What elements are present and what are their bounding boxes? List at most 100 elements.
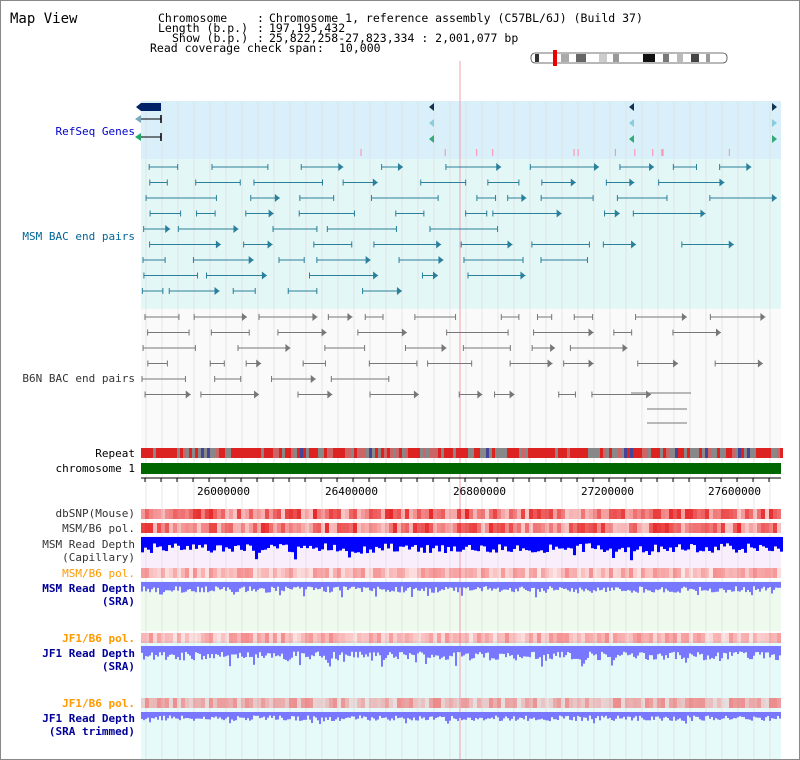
depth-bar <box>373 646 375 653</box>
depth-bar <box>671 582 673 592</box>
pol-cell <box>761 698 765 708</box>
repeat-segment <box>606 448 609 458</box>
repeat-segment <box>324 448 327 458</box>
depth-bar <box>499 646 501 654</box>
pol-cell <box>593 509 597 519</box>
pol-cell <box>425 509 429 519</box>
pol-cell <box>521 633 525 643</box>
track-label-msm-bac[interactable]: MSM BAC end pairs <box>22 230 135 243</box>
track-label-jf1-depth-sra-sub: (SRA) <box>101 660 135 673</box>
pol-cell <box>585 633 589 643</box>
depth-bar <box>769 582 771 588</box>
depth-bar <box>738 537 741 550</box>
depth-bar <box>467 712 469 718</box>
pol-cell <box>449 633 453 643</box>
pol-cell <box>417 633 421 643</box>
dbsnp-strip <box>141 509 781 519</box>
depth-bar <box>351 537 354 552</box>
depth-bar <box>509 646 511 656</box>
depth-bar <box>744 537 747 553</box>
depth-bar <box>183 646 185 661</box>
pol-cell <box>769 509 773 519</box>
pol-cell <box>521 698 525 708</box>
depth-bar <box>465 582 467 589</box>
pol-cell <box>733 523 737 533</box>
depth-bar <box>687 646 689 659</box>
depth-bar <box>648 537 651 555</box>
depth-bar <box>315 537 318 548</box>
pol-cell <box>313 509 317 519</box>
depth-bar <box>489 712 491 719</box>
ideogram-band <box>706 54 710 62</box>
refseq-genes <box>135 103 777 156</box>
pol-cell <box>545 698 549 708</box>
b6n-bac-extra <box>631 392 691 424</box>
depth-bar <box>417 646 419 654</box>
pol-cell <box>165 698 169 708</box>
pol-cell <box>441 523 445 533</box>
depth-bar <box>257 646 259 658</box>
depth-bar <box>419 646 421 652</box>
depth-bar <box>607 582 609 588</box>
depth-bar <box>667 646 669 659</box>
depth-bar <box>313 646 315 657</box>
depth-bar <box>486 537 489 552</box>
depth-bar <box>438 537 441 552</box>
depth-bar <box>387 712 389 720</box>
depth-bar <box>311 712 313 723</box>
pol-cell <box>141 509 145 519</box>
depth-bar <box>337 646 339 661</box>
pol-cell <box>489 509 493 519</box>
bac-arrow <box>347 313 353 321</box>
pol-cell <box>557 698 561 708</box>
pol-cell <box>333 509 337 519</box>
pol-cell <box>205 523 209 533</box>
depth-bar <box>619 582 621 589</box>
depth-bar <box>187 646 189 654</box>
pol-cell <box>721 509 725 519</box>
depth-bar <box>335 712 337 720</box>
repeat-segment <box>720 448 723 458</box>
pol-cell <box>477 568 481 578</box>
axis-tick-label: 26400000 <box>325 485 378 498</box>
depth-bar <box>240 537 243 550</box>
depth-bar <box>631 646 633 654</box>
depth-bar <box>405 646 407 656</box>
depth-bar <box>685 712 687 724</box>
depth-bar <box>551 646 553 660</box>
length-key: Length (b.p.) <box>158 21 249 35</box>
depth-bar <box>155 582 157 593</box>
depth-bar <box>145 646 147 657</box>
depth-bar <box>597 646 599 661</box>
depth-bar <box>223 646 225 657</box>
pol-cell <box>717 523 721 533</box>
depth-bar <box>537 582 539 590</box>
depth-bar <box>149 712 151 723</box>
track-label-msm-b6-pol-2: MSM/B6 pol. <box>62 567 135 580</box>
depth-bar <box>325 646 327 660</box>
depth-bar <box>187 712 189 719</box>
track-label-refseq[interactable]: RefSeq Genes <box>55 125 135 138</box>
track-label-repeat: Repeat <box>95 447 135 460</box>
depth-bar <box>577 582 579 594</box>
pol-cell <box>565 523 569 533</box>
pol-cell <box>277 509 281 519</box>
depth-bar <box>180 537 183 551</box>
pol-cell <box>753 633 757 643</box>
track-label-b6n-bac[interactable]: B6N BAC end pairs <box>22 372 135 385</box>
depth-bar <box>779 646 781 656</box>
repeat-segment <box>273 448 276 458</box>
depth-bar <box>271 712 273 718</box>
pol-cell <box>745 509 749 519</box>
depth-bar <box>189 537 192 550</box>
repeat-segment <box>498 448 501 458</box>
depth-bar <box>665 582 667 589</box>
depth-bar <box>223 712 225 721</box>
pol-cell <box>253 509 257 519</box>
pol-cell <box>273 698 277 708</box>
depth-bar <box>333 646 335 652</box>
depth-bar <box>228 537 231 549</box>
pol-cell <box>537 509 541 519</box>
repeat-segment <box>453 448 456 458</box>
